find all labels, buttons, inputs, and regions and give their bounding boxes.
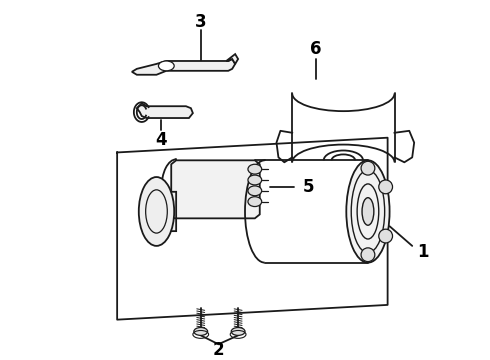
Polygon shape xyxy=(226,54,238,64)
Ellipse shape xyxy=(158,61,174,71)
Ellipse shape xyxy=(379,180,392,194)
Ellipse shape xyxy=(379,229,392,243)
Text: 1: 1 xyxy=(417,243,429,261)
Ellipse shape xyxy=(248,186,262,196)
Polygon shape xyxy=(132,59,235,75)
Ellipse shape xyxy=(194,328,208,336)
Ellipse shape xyxy=(231,328,245,336)
Ellipse shape xyxy=(362,198,374,225)
Ellipse shape xyxy=(361,248,375,262)
Ellipse shape xyxy=(248,175,262,185)
Polygon shape xyxy=(149,192,176,231)
Text: 4: 4 xyxy=(156,131,167,149)
Ellipse shape xyxy=(361,161,375,175)
Text: 3: 3 xyxy=(195,13,207,31)
Polygon shape xyxy=(137,103,193,118)
Text: 2: 2 xyxy=(213,341,224,359)
Polygon shape xyxy=(171,160,260,219)
Text: 6: 6 xyxy=(310,40,321,58)
Text: 5: 5 xyxy=(303,178,315,196)
Ellipse shape xyxy=(248,164,262,174)
Ellipse shape xyxy=(346,160,390,262)
Ellipse shape xyxy=(248,197,262,207)
Ellipse shape xyxy=(139,177,174,246)
